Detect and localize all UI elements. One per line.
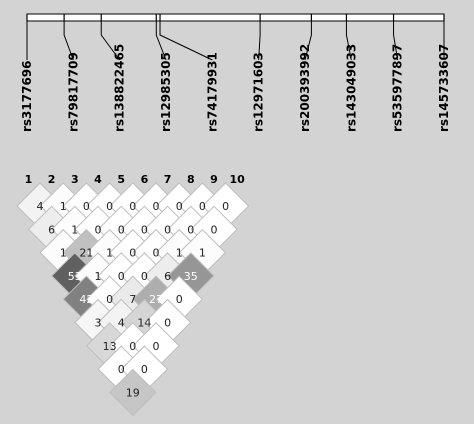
ld-value-label: 0 bbox=[153, 247, 160, 260]
ld-value-label: 0 bbox=[129, 340, 136, 353]
ld-value-label: 0 bbox=[211, 223, 218, 236]
snp-connector-line bbox=[155, 21, 167, 61]
snp-index-label: 6 bbox=[141, 173, 149, 186]
ld-cell bbox=[109, 368, 157, 417]
ld-value-label: 0 bbox=[141, 223, 148, 236]
snp-connector-line bbox=[304, 21, 312, 61]
ld-value-label: 0 bbox=[118, 363, 125, 376]
ld-value-label: 0 bbox=[153, 200, 160, 213]
snp-index-label: 1 bbox=[25, 173, 33, 186]
ld-value-label: 0 bbox=[164, 317, 171, 330]
ld-value-label: 3 bbox=[95, 317, 102, 330]
snp-name-label: rs79817709 bbox=[66, 52, 80, 132]
ld-value-label: 0 bbox=[106, 293, 113, 306]
ld-value-label: 19 bbox=[126, 386, 140, 399]
ld-value-label: 0 bbox=[187, 223, 194, 236]
snp-index-label: 2 bbox=[48, 173, 56, 186]
snp-name-label: rs535977897 bbox=[391, 44, 405, 132]
ld-value-label: 4 bbox=[37, 200, 44, 213]
ld-value-label: 21 bbox=[79, 247, 93, 260]
snp-name-label: rs12971603 bbox=[252, 52, 266, 132]
ld-value-label: 0 bbox=[176, 200, 183, 213]
ld-value-label: 0 bbox=[164, 223, 171, 236]
ld-value-label: 35 bbox=[184, 270, 198, 283]
ld-value-label: 0 bbox=[118, 270, 125, 283]
ld-value-label: 1 bbox=[60, 200, 67, 213]
ld-value-label: 42 bbox=[79, 293, 93, 306]
snp-position-map bbox=[26, 13, 445, 61]
ld-value-label: 0 bbox=[176, 293, 183, 306]
snp-name-label: rs143049033 bbox=[344, 44, 358, 132]
ld-value-label: 0 bbox=[95, 223, 102, 236]
ld-value-label: 0 bbox=[118, 223, 125, 236]
ld-value-label: 1 bbox=[176, 247, 183, 260]
ld-value-label: 6 bbox=[164, 270, 171, 283]
snp-connector-line bbox=[393, 21, 399, 61]
snp-index-label: 4 bbox=[94, 173, 102, 186]
ld-value-label: 1 bbox=[199, 247, 206, 260]
ld-value-label: 1 bbox=[71, 223, 78, 236]
ld-value-label: 13 bbox=[103, 340, 117, 353]
ld-value-label: 53 bbox=[68, 270, 82, 283]
ld-value-label: 1 bbox=[95, 270, 102, 283]
snp-connector-line bbox=[345, 21, 352, 61]
snp-index-label: 3 bbox=[71, 173, 79, 186]
snp-labels: rs3177696 rs79817709 rs138822465 rs12985305… bbox=[20, 44, 451, 132]
ld-value-label: 0 bbox=[83, 200, 90, 213]
snp-name-label: rs12985305 bbox=[159, 52, 173, 132]
ld-value-label: 0 bbox=[129, 247, 136, 260]
snp-name-label: rs200393992 bbox=[298, 44, 312, 132]
ld-value-label: 6 bbox=[48, 223, 55, 236]
ld-cells bbox=[16, 182, 250, 417]
ld-value-label: 0 bbox=[141, 270, 148, 283]
snp-name-label: rs3177696 bbox=[20, 60, 34, 132]
snp-index-label: 7 bbox=[164, 173, 172, 186]
snp-index-label: 9 bbox=[210, 173, 218, 186]
snp-map-bar bbox=[26, 13, 445, 22]
snp-index-label: 10 bbox=[230, 173, 246, 186]
ld-value-label: 14 bbox=[137, 317, 151, 330]
snp-connector-line bbox=[63, 21, 74, 61]
snp-name-label: rs138822465 bbox=[113, 44, 127, 132]
ld-value-label: 4 bbox=[118, 317, 125, 330]
snp-name-label: rs74179931 bbox=[205, 52, 219, 132]
snp-index-label: 8 bbox=[187, 173, 195, 186]
ld-value-label: 0 bbox=[129, 200, 136, 213]
snp-index-label: 5 bbox=[117, 173, 125, 186]
ld-value-label: 7 bbox=[129, 293, 136, 306]
ld-value-label: 27 bbox=[149, 293, 163, 306]
snp-indices: 1 2 3 4 5 6 7 8 9 10 bbox=[25, 173, 246, 186]
ld-value-label: 1 bbox=[60, 247, 67, 260]
ld-value-label: 0 bbox=[106, 200, 113, 213]
snp-connector-line bbox=[159, 21, 213, 61]
ld-value-label: 1 bbox=[106, 247, 113, 260]
snp-name-label: rs145733607 bbox=[437, 44, 451, 132]
ld-value-label: 0 bbox=[141, 363, 148, 376]
ld-value-label: 0 bbox=[153, 340, 160, 353]
ld-value-label: 0 bbox=[199, 200, 206, 213]
snp-connector-line bbox=[258, 21, 261, 61]
snp-connector-line bbox=[100, 21, 121, 61]
ld-value-label: 0 bbox=[222, 200, 229, 213]
